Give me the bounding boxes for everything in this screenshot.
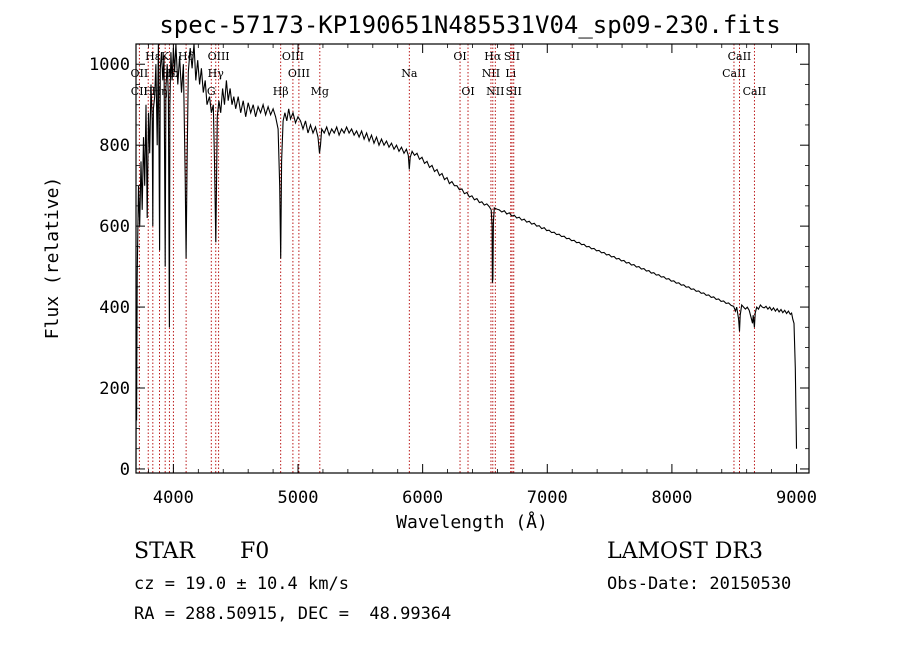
x-axis-ticks: 4000 5000 6000 7000 8000 9000 [148, 44, 817, 508]
line-label: NII [486, 85, 504, 98]
object-subclass: F0 [240, 539, 270, 564]
flux-series-line [135, 43, 798, 470]
line-label: SII [506, 85, 522, 98]
line-label: CaII [743, 85, 767, 98]
spectral-line-markers: OIICIIHHεHηKHεSiHδGHγOIIIHβOIIIOIIIMgNaO… [131, 44, 767, 473]
line-label: OIII [282, 50, 304, 63]
y-tick-label: 0 [120, 460, 130, 480]
y-tick-label: 200 [99, 379, 130, 399]
x-tick-label: 9000 [776, 488, 817, 508]
y-axis-label: Flux (relative) [42, 177, 63, 340]
line-label: Mg [311, 85, 329, 98]
line-label: OI [461, 85, 474, 98]
line-label: Hβ [273, 85, 289, 98]
y-tick-label: 600 [99, 217, 130, 237]
line-label: Hδ [178, 50, 195, 63]
line-label: CaII [722, 67, 746, 80]
line-label: Li [505, 67, 516, 80]
line-label: Hε [145, 50, 161, 63]
line-label: OIII [288, 67, 310, 80]
line-label: Hα [484, 50, 502, 63]
y-tick-label: 1000 [89, 55, 130, 75]
y-axis-ticks: 0 200 400 600 800 1000 [89, 43, 809, 480]
redshift-readout: cz = 19.0 ± 10.4 km/s [134, 574, 349, 594]
line-label: SII [504, 50, 520, 63]
x-tick-label: 4000 [153, 488, 194, 508]
line-label: CII [131, 85, 148, 98]
x-axis-label: Wavelength (Å) [396, 511, 548, 533]
x-tick-label: 7000 [527, 488, 568, 508]
x-tick-label: 8000 [651, 488, 692, 508]
survey-name: LAMOST DR3 [607, 539, 763, 564]
line-label: Si [168, 67, 180, 80]
plot-frame [135, 43, 810, 474]
line-label: Hγ [208, 67, 225, 80]
line-label: OIII [208, 50, 230, 63]
line-label: Na [401, 67, 418, 80]
coordinates-readout: RA = 288.50915, DEC = 48.99364 [134, 604, 452, 624]
line-label: CaII [728, 50, 752, 63]
y-tick-label: 400 [99, 298, 130, 318]
line-label: OI [453, 50, 466, 63]
line-label: OII [131, 67, 149, 80]
line-label: K [161, 50, 170, 63]
x-tick-label: 6000 [402, 488, 443, 508]
y-tick-label: 800 [99, 136, 130, 156]
line-label: G [207, 85, 216, 98]
line-label: NII [482, 67, 500, 80]
line-label: H [143, 85, 153, 98]
x-tick-label: 5000 [278, 488, 319, 508]
chart-title: spec-57173-KP190651N485531V04_sp09-230.f… [159, 11, 780, 39]
observation-date: Obs-Date: 20150530 [607, 574, 792, 594]
object-class: STAR [134, 539, 195, 564]
